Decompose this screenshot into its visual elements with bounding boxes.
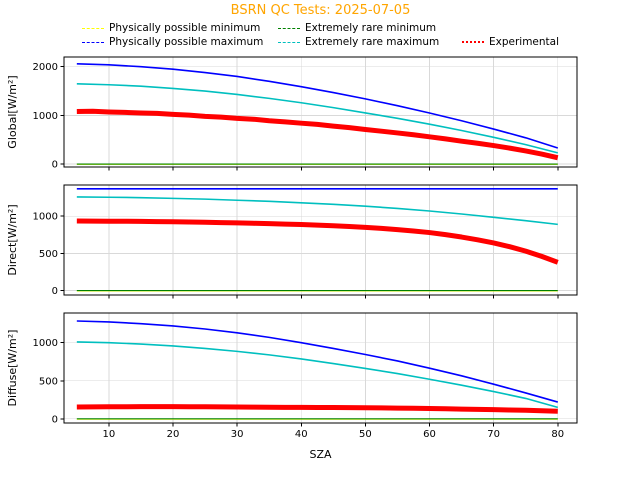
legend-item: Experimental (462, 35, 602, 49)
legend: Physically possible minimum Extremely rar… (82, 21, 602, 49)
legend-label: Extremely rare minimum (305, 22, 437, 34)
legend-line-swatch (82, 41, 104, 43)
x-tick-label: 40 (295, 429, 308, 440)
y-axis-label: Global[W/m²] (6, 75, 19, 148)
legend-item: Physically possible minimum (82, 21, 278, 35)
series-extremely-rare-maximum (76, 196, 558, 226)
legend-label: Experimental (489, 36, 560, 48)
x-axis-label: SZA (309, 448, 332, 461)
series-physically-possible-maximum (76, 320, 558, 403)
x-tick-label: 30 (231, 429, 244, 440)
y-axis-label: Diffuse[W/m²] (6, 330, 19, 407)
y-tick-label: 1000 (33, 111, 58, 122)
legend-item: Extremely rare maximum (278, 35, 462, 49)
legend-line-swatch (82, 27, 104, 29)
legend-line-swatch (462, 41, 484, 43)
y-tick-label: 500 (39, 249, 58, 260)
y-tick-label: 0 (52, 414, 58, 425)
legend-line-swatch (278, 41, 300, 43)
y-tick-label: 1000 (33, 212, 58, 223)
series-physically-possible-maximum (76, 63, 559, 149)
y-axis-label: Direct[W/m²] (6, 204, 19, 275)
legend-label: Physically possible minimum (109, 22, 261, 34)
series-extremely-rare-maximum (76, 341, 558, 409)
x-tick-label: 10 (103, 429, 116, 440)
chart-title: BSRN QC Tests: 2025-07-05 (230, 3, 411, 18)
y-tick-label: 0 (52, 286, 58, 297)
x-tick-label: 80 (551, 429, 564, 440)
x-tick-label: 20 (167, 429, 180, 440)
x-tick-label: 60 (423, 429, 436, 440)
x-tick-label: 50 (359, 429, 372, 440)
legend-label: Physically possible maximum (109, 36, 264, 48)
y-tick-label: 0 (52, 160, 58, 171)
series-experimental (76, 218, 559, 265)
series-experimental (76, 404, 558, 414)
x-tick-label: 70 (487, 429, 500, 440)
y-tick-label: 500 (39, 376, 58, 387)
legend-label: Extremely rare maximum (305, 36, 440, 48)
legend-line-swatch (278, 27, 300, 29)
legend-item: Extremely rare minimum (278, 21, 462, 35)
y-tick-label: 2000 (33, 62, 58, 73)
series-extremely-rare-maximum (76, 82, 558, 154)
y-tick-label: 1000 (33, 338, 58, 349)
axes-frame (63, 56, 578, 168)
legend-item: Physically possible maximum (82, 35, 278, 49)
axes-frame (63, 184, 578, 296)
axes-frame (63, 312, 578, 424)
series-experimental (76, 108, 559, 161)
